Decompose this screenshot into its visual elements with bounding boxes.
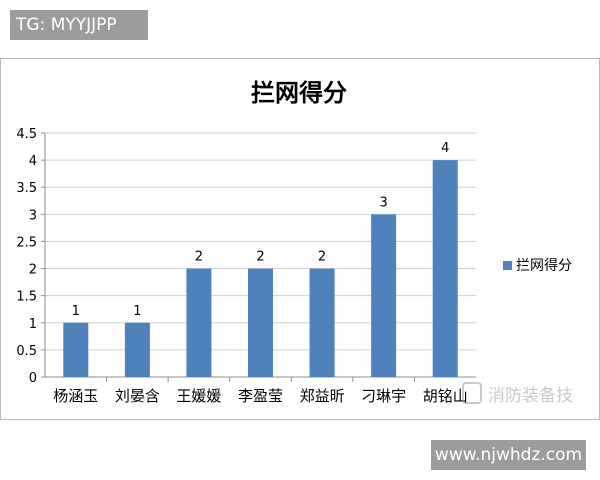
y-tick-label: 4 — [29, 154, 37, 169]
x-category-label: 郑益昕 — [300, 387, 345, 405]
y-tick-label: 1 — [29, 317, 37, 332]
chart-title: 拦网得分 — [251, 79, 347, 107]
legend-swatch — [503, 261, 512, 270]
bar-data-label: 1 — [133, 304, 141, 319]
y-tick-label: 1.5 — [16, 290, 37, 305]
chart-frame: 拦网得分 0 0.5 1 1.5 2 2.5 3 3.5 4 4.5 1 杨涵玉 1 刘晏含 2 王媛媛 2 李盈莹… — [0, 58, 600, 420]
y-tick-label: 4.5 — [16, 127, 37, 142]
legend-label: 拦网得分 — [516, 257, 572, 274]
bar — [371, 214, 397, 377]
x-category-label: 胡铭山 — [423, 387, 468, 405]
x-category-label: 王媛媛 — [176, 387, 221, 405]
bar — [309, 268, 335, 377]
x-category-label: 李盈莹 — [238, 387, 283, 405]
bar-data-label: 2 — [195, 250, 203, 265]
top-watermark-text: TG: MYYJJPP — [16, 15, 117, 35]
y-tick-label: 0.5 — [16, 344, 37, 359]
y-tick-label: 3 — [29, 208, 37, 223]
bar — [186, 268, 212, 377]
bar-data-label: 3 — [380, 195, 388, 210]
x-category-label: 刁琳宇 — [361, 387, 406, 405]
bar — [63, 322, 89, 377]
x-category-label: 刘晏含 — [115, 387, 160, 405]
bar-data-label: 1 — [72, 304, 80, 319]
bar — [432, 160, 458, 377]
top-watermark-tag: TG: MYYJJPP — [10, 10, 148, 40]
y-tick-label: 2 — [29, 263, 37, 278]
y-tick-label: 2.5 — [16, 235, 37, 250]
bottom-watermark-tag: www.njwhdz.com — [431, 440, 586, 470]
y-tick-label: 0 — [29, 371, 37, 386]
bar-data-label: 2 — [318, 250, 326, 265]
x-category-label: 杨涵玉 — [53, 387, 98, 405]
y-tick-label: 3.5 — [16, 181, 37, 196]
bottom-watermark-text: www.njwhdz.com — [434, 445, 583, 465]
bar-chart: 拦网得分 0 0.5 1 1.5 2 2.5 3 3.5 4 4.5 1 杨涵玉 1 刘晏含 2 王媛媛 2 李盈莹… — [16, 79, 572, 405]
bar — [124, 322, 150, 377]
bar — [248, 268, 273, 377]
bar-data-label: 2 — [256, 250, 264, 265]
bar-data-label: 4 — [441, 141, 449, 156]
